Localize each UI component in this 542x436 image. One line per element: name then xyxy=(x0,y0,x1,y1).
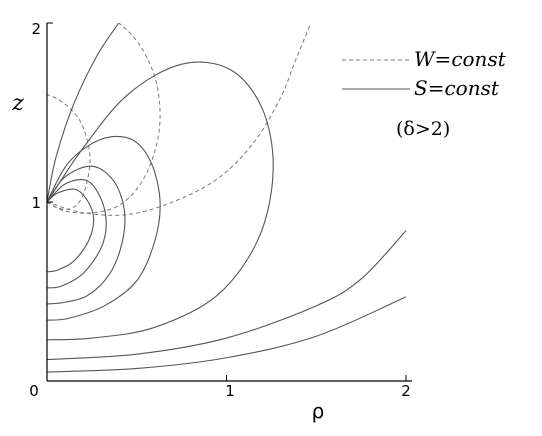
x-tick-label-0: 0 xyxy=(29,382,39,400)
ticks-layer xyxy=(46,22,407,382)
s-curve-6 xyxy=(47,230,407,361)
w-curve-0 xyxy=(47,94,91,210)
s-curve-1 xyxy=(47,188,95,273)
legend: W=const S=const xyxy=(342,47,507,100)
w-curve-1 xyxy=(47,23,161,214)
x-tick-label-1: 1 xyxy=(225,382,235,400)
legend-label-s: S=const xyxy=(414,76,500,100)
s-curve-0 xyxy=(47,23,120,203)
s-curve-3 xyxy=(47,165,126,305)
y-axis-title: z xyxy=(11,91,24,116)
y-tick-label-1: 1 xyxy=(31,194,41,212)
curves-layer xyxy=(47,23,407,373)
delta-annotation: (δ>2) xyxy=(396,118,450,140)
s-curve-2 xyxy=(47,179,107,289)
s-curve-5 xyxy=(47,61,274,341)
s-curve-4 xyxy=(47,135,161,321)
x-axis-title: ρ xyxy=(312,399,325,423)
y-tick-label-2: 2 xyxy=(31,20,41,38)
w-curve-2 xyxy=(47,23,312,216)
legend-label-w: W=const xyxy=(414,47,507,71)
s-curve-7 xyxy=(47,296,407,373)
x-tick-label-2: 2 xyxy=(401,382,411,400)
